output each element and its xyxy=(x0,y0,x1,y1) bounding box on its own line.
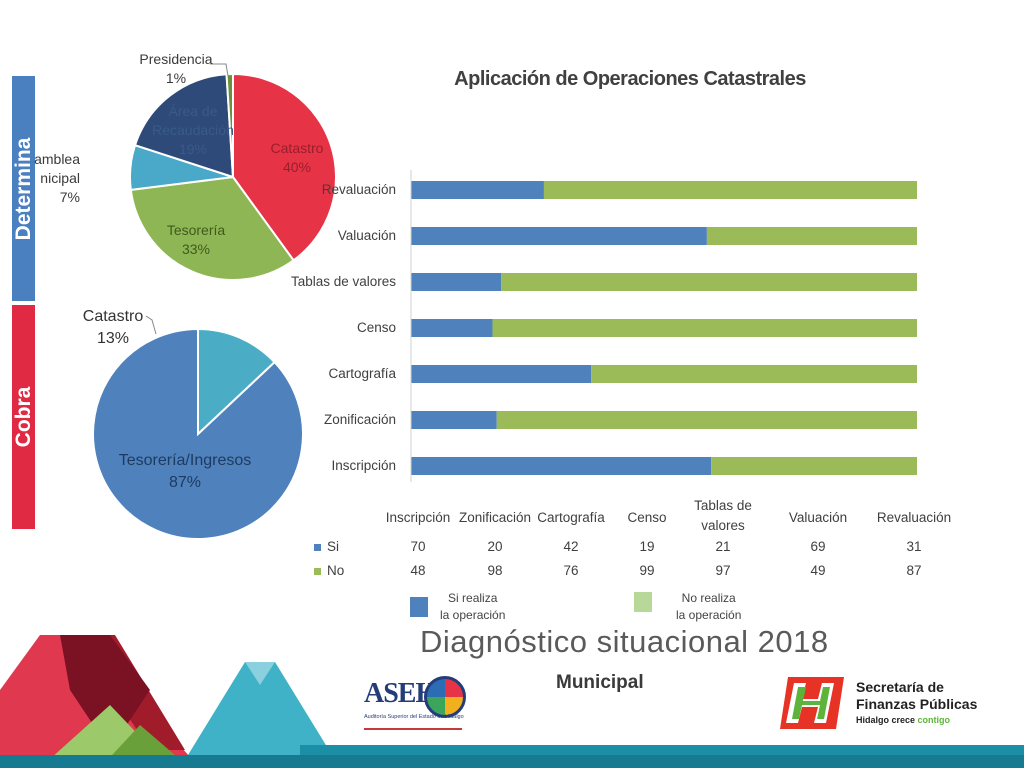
pie-slice-area-de-recaudacion xyxy=(133,73,235,179)
bar-category-zonificacion: Zonificación xyxy=(323,412,396,427)
table-cell-si-tablas-de-valores: 21 xyxy=(715,539,731,554)
pie-chart-determina xyxy=(129,63,337,281)
table-header-zonificacion: Zonificación xyxy=(458,510,532,525)
sfp-line1: Secretaría de xyxy=(856,679,944,695)
chart-title: Aplicación de Operaciones Catastrales xyxy=(454,68,806,90)
table-cell-si-inscripcion: 70 xyxy=(410,539,426,554)
sfp-slogan: Hidalgo crece contigo xyxy=(856,715,950,725)
bar-no-censo xyxy=(492,319,917,337)
bar-si-zonificacion xyxy=(411,411,497,429)
legend-si-text: Si realiza la operación xyxy=(440,591,506,622)
legend-no-text: No realiza la operación xyxy=(676,591,742,622)
pie-slice-catastro xyxy=(197,327,276,437)
determina-tab: Determina xyxy=(12,76,35,301)
aseh-logo: ASEH Auditoría Superior del Estado de Hi… xyxy=(362,676,470,734)
sfp-slogan-b: contigo xyxy=(917,715,951,725)
triangle-maroon xyxy=(60,635,150,750)
footer-bar-accent xyxy=(0,755,1024,768)
table-cell-si-cartografia: 42 xyxy=(563,539,579,554)
table-header-valuacion: Valuación xyxy=(788,510,848,525)
aseh-logo-sub: Auditoría Superior del Estado de Hidalgo xyxy=(364,714,464,720)
table-cell-si-revaluacion: 31 xyxy=(906,539,922,554)
pie-slice-presidencia xyxy=(225,72,234,178)
bar-category-inscripcion: Inscripción xyxy=(331,458,396,473)
table-legend-swatch-no xyxy=(314,568,321,575)
leader-line-presidencia xyxy=(210,63,229,77)
table-cell-no-inscripcion: 48 xyxy=(410,563,426,578)
footer-heading: Diagnóstico situacional 2018 xyxy=(420,624,829,659)
bar-no-revaluacion xyxy=(543,181,917,199)
table-legend-swatch-si xyxy=(314,544,321,551)
bar-si-censo xyxy=(411,319,493,337)
bar-no-cartografia xyxy=(591,365,917,383)
bar-no-tablas-de-valores xyxy=(501,273,917,291)
sfp-logo: Secretaría de Finanzas Públicas Hidalgo … xyxy=(778,673,988,733)
table-header-cartografia: Cartografía xyxy=(537,510,605,525)
bar-category-censo: Censo xyxy=(356,320,396,335)
table-cell-si-valuacion: 69 xyxy=(810,539,826,554)
table-cell-no-cartografia: 76 xyxy=(563,563,579,578)
table-header-censo: Censo xyxy=(627,510,667,525)
legend-no-swatch xyxy=(634,592,652,612)
bar-si-revaluacion xyxy=(411,181,544,199)
table-header-revaluacion: Revaluación xyxy=(876,510,952,525)
pie-slice-catastro xyxy=(232,72,337,262)
bar-category-revaluacion: Revaluación xyxy=(321,182,396,197)
legend-si-swatch xyxy=(410,597,428,617)
bar-si-inscripcion xyxy=(411,457,712,475)
table-cell-no-zonificacion: 98 xyxy=(487,563,503,578)
table-cell-no-revaluacion: 87 xyxy=(906,563,922,578)
table-cell-no-censo: 99 xyxy=(639,563,655,578)
table-header-inscripcion: Inscripción xyxy=(385,510,451,525)
footer-subheading: Municipal xyxy=(556,672,644,693)
pie-slice-tesoreria xyxy=(129,175,295,281)
bar-chart-operaciones xyxy=(410,170,917,482)
aseh-logo-emblem xyxy=(424,676,466,718)
bar-si-cartografia xyxy=(411,365,592,383)
aseh-logo-underline xyxy=(364,728,462,730)
triangle-lightblue xyxy=(245,662,275,685)
table-cell-no-tablas-de-valores: 97 xyxy=(715,563,731,578)
bar-si-tablas-de-valores xyxy=(411,273,502,291)
sfp-h-icon xyxy=(780,677,844,729)
table-header-tablas-de-valores: Tablas de valores xyxy=(694,498,752,533)
cobra-tab: Cobra xyxy=(12,305,35,529)
bar-category-valuacion: Valuación xyxy=(337,228,396,243)
sfp-slogan-a: Hidalgo crece xyxy=(856,715,916,725)
table-series-name-no: No xyxy=(327,563,345,578)
pie-chart-cobra xyxy=(92,315,304,540)
bar-no-inscripcion xyxy=(711,457,917,475)
leader-line-catastro xyxy=(145,315,157,335)
pie1-label-asamblea-municipal: amblea nicipal 7% xyxy=(34,151,80,205)
bar-si-valuacion xyxy=(411,227,707,245)
bar-no-zonificacion xyxy=(496,411,917,429)
pie1-label-catastro: Catastro 40% xyxy=(270,140,324,175)
pie2-label-tesoreria-ingresos: Tesorería/Ingresos 87% xyxy=(118,452,252,491)
pie2-label-catastro: Catastro 13% xyxy=(82,308,144,347)
triangle-blue xyxy=(180,662,340,768)
pie1-label-area-de-recaudacion: Área de Recaudación 19% xyxy=(152,103,234,157)
pie1-label-tesoreria: Tesorería 33% xyxy=(166,222,226,257)
pie1-label-presidencia: Presidencia 1% xyxy=(139,51,213,86)
bar-category-tablas-de-valores: Tablas de valores xyxy=(290,274,396,289)
sfp-line2: Finanzas Públicas xyxy=(856,696,978,712)
table-cell-si-zonificacion: 20 xyxy=(487,539,503,554)
bar-category-cartografia: Cartografía xyxy=(328,366,396,381)
table-cell-si-censo: 19 xyxy=(639,539,655,554)
bar-no-valuacion xyxy=(706,227,917,245)
table-series-name-si: Si xyxy=(327,539,340,554)
table-cell-no-valuacion: 49 xyxy=(810,563,826,578)
